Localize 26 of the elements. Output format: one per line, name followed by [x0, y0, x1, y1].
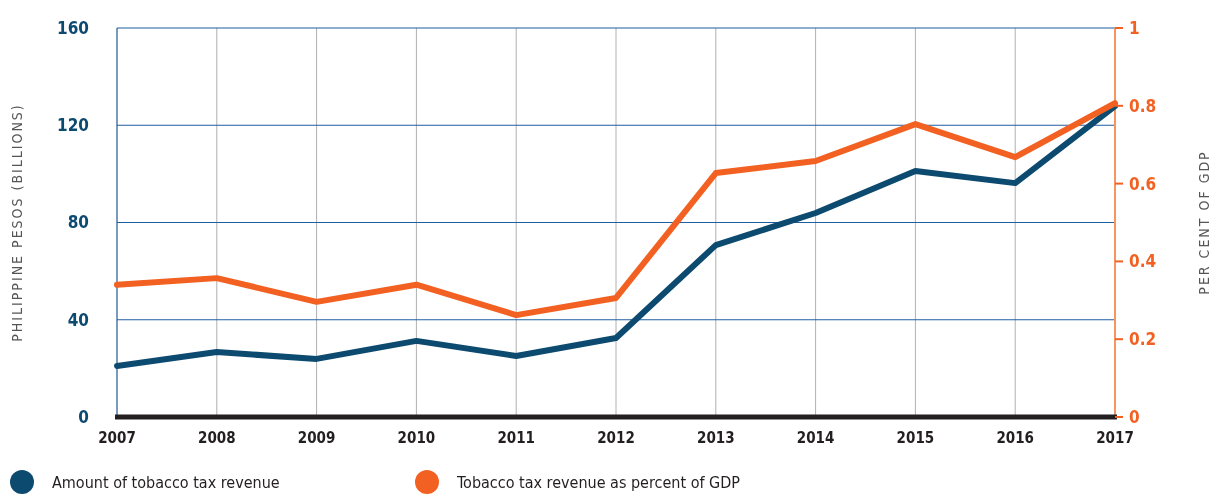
y2-tick-label: 0.6: [1129, 173, 1157, 194]
x-tick-label: 2014: [796, 429, 835, 447]
x-tick-label: 2010: [397, 429, 436, 447]
y-axis-title: PHILIPPINE PESOS (BILLIONS): [9, 103, 25, 342]
x-tick-label: 2009: [297, 429, 336, 447]
x-tick-label: 2012: [597, 429, 635, 447]
y2-tick-label: 0: [1129, 406, 1140, 427]
x-tick-label: 2007: [98, 429, 136, 447]
x-tick-label: 2011: [497, 429, 535, 447]
x-tick-label: 2013: [697, 429, 735, 447]
x-tick-label: 2016: [996, 429, 1034, 447]
x-tick-label: 2008: [198, 429, 236, 447]
y2-tick-label: 0.2: [1129, 329, 1157, 350]
y2-tick-label: 1: [1129, 17, 1140, 38]
y-tick-label: 80: [67, 212, 89, 233]
x-tick-label: 2015: [896, 429, 935, 447]
x-tick-label: 2017: [1096, 429, 1134, 447]
y2-axis-title: PER CENT OF GDP: [1196, 150, 1212, 295]
y-tick-label: 160: [57, 17, 89, 38]
y-tick-label: 0: [78, 406, 89, 427]
y2-tick-label: 0.8: [1129, 95, 1157, 116]
legend-label: Tobacco tax revenue as percent of GDP: [456, 472, 741, 492]
legend-label: Amount of tobacco tax revenue: [52, 472, 280, 492]
y-tick-label: 120: [57, 115, 89, 136]
y-tick-label: 40: [67, 309, 89, 330]
y2-tick-label: 0.4: [1129, 251, 1157, 272]
